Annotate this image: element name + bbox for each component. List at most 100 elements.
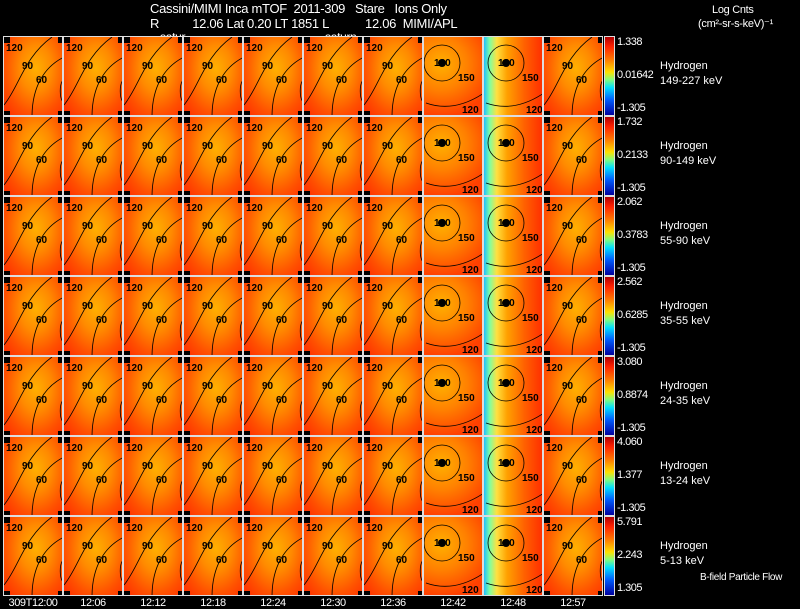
contour-line bbox=[364, 37, 413, 106]
detector-mask-notch bbox=[304, 357, 310, 363]
detector-mask-notch bbox=[358, 437, 362, 443]
image-panel: 120 90 60 bbox=[543, 276, 603, 356]
image-panel: 180 150 120 bbox=[483, 436, 543, 516]
detector-mask-notch bbox=[118, 277, 122, 283]
detector-mask-notch bbox=[364, 191, 370, 195]
contour-label: 120 bbox=[526, 105, 543, 116]
detector-mask-notch bbox=[124, 591, 130, 595]
contour-label: 90 bbox=[82, 61, 94, 72]
contour-label: 120 bbox=[186, 363, 203, 374]
contour-overlay: 180 150 120 bbox=[424, 124, 482, 195]
contour-label: 120 bbox=[126, 123, 143, 134]
detector-mask-notch bbox=[364, 437, 370, 443]
time-tick-label: 12:06 bbox=[80, 597, 106, 609]
contour-line bbox=[571, 537, 602, 595]
detector-mask-notch bbox=[418, 517, 422, 523]
contour-line bbox=[331, 137, 362, 195]
contour-line bbox=[91, 537, 122, 595]
colorbar-cmin-label: -1.305 bbox=[617, 182, 646, 194]
contour-line bbox=[391, 377, 422, 435]
contour-label: 90 bbox=[82, 301, 94, 312]
contour-label: 90 bbox=[382, 381, 394, 392]
colorbar bbox=[604, 196, 615, 276]
detector-mask-notch bbox=[184, 357, 190, 363]
contour-label: 120 bbox=[6, 443, 23, 454]
contour-line bbox=[304, 517, 353, 586]
contour-line bbox=[124, 37, 173, 106]
image-panel: 120 90 60 bbox=[243, 516, 303, 596]
contour-line bbox=[571, 217, 602, 275]
contour-label: 60 bbox=[36, 555, 48, 566]
contour-overlay: 180 150 120 bbox=[485, 284, 543, 356]
detector-mask-notch bbox=[598, 437, 602, 443]
contour-label: 60 bbox=[396, 555, 408, 566]
contour-label: 90 bbox=[202, 221, 214, 232]
contour-line bbox=[124, 117, 173, 186]
contour-line bbox=[184, 277, 233, 346]
contour-label: 120 bbox=[526, 425, 543, 436]
contour-label: 60 bbox=[216, 75, 228, 86]
detector-mask-notch bbox=[58, 191, 62, 195]
contour-label: 60 bbox=[276, 395, 288, 406]
contour-label: 120 bbox=[186, 443, 203, 454]
contour-line bbox=[364, 517, 413, 586]
contour-label: 60 bbox=[396, 315, 408, 326]
contour-label: 150 bbox=[458, 73, 475, 84]
species-energy-label: Hydrogen 55-90 keV bbox=[660, 219, 710, 249]
contour-label: 120 bbox=[526, 585, 543, 596]
contour-label: 120 bbox=[306, 203, 323, 214]
contour-label: 120 bbox=[526, 345, 543, 356]
contour-line bbox=[59, 400, 62, 422]
detector-mask-notch bbox=[298, 197, 302, 203]
contour-120 bbox=[425, 93, 482, 107]
detector-mask-notch bbox=[184, 591, 190, 595]
contour-line bbox=[119, 80, 122, 102]
contour-line bbox=[544, 517, 593, 586]
contour-line bbox=[211, 137, 242, 195]
detector-mask-notch bbox=[64, 351, 70, 355]
detector-mask-notch bbox=[124, 271, 130, 275]
detector-mask-notch bbox=[238, 437, 242, 443]
contour-line bbox=[271, 457, 302, 515]
detector-mask-notch bbox=[598, 591, 602, 595]
contour-label: 60 bbox=[36, 475, 48, 486]
image-panel: 120 90 60 bbox=[543, 36, 603, 116]
detector-mask-notch bbox=[184, 197, 190, 203]
colorbar-cmin-label: -1.305 bbox=[617, 262, 646, 274]
contour-label: 60 bbox=[36, 75, 48, 86]
contour-label: 60 bbox=[216, 235, 228, 246]
detector-mask-notch bbox=[4, 111, 10, 115]
energy-range: 24-35 keV bbox=[660, 395, 711, 407]
contour-150 bbox=[487, 444, 525, 482]
detector-mask-notch bbox=[64, 277, 70, 283]
contour-label: 120 bbox=[246, 43, 263, 54]
image-panel: 120 90 60 bbox=[543, 356, 603, 436]
contour-line bbox=[571, 137, 602, 195]
contour-120 bbox=[485, 333, 542, 347]
contour-line bbox=[271, 537, 302, 595]
contour-label: 150 bbox=[458, 153, 475, 164]
detector-mask-notch bbox=[244, 277, 250, 283]
contour-label: 60 bbox=[216, 155, 228, 166]
image-panel: 180 150 120 bbox=[483, 516, 543, 596]
contour-label: 60 bbox=[396, 235, 408, 246]
units-label: (cm²-sr-s-keV)⁻¹ bbox=[698, 18, 773, 30]
time-tick-label: 12:18 bbox=[200, 597, 226, 609]
contour-line bbox=[64, 37, 113, 106]
colorbar-cmin-label: -1.305 bbox=[617, 102, 646, 114]
contour-label: 120 bbox=[306, 443, 323, 454]
detector-mask-notch bbox=[304, 591, 310, 595]
colorbar bbox=[604, 116, 615, 196]
contour-label: 120 bbox=[546, 203, 563, 214]
field-direction-dot bbox=[438, 139, 446, 147]
contour-line bbox=[31, 457, 62, 515]
contour-line bbox=[304, 117, 353, 186]
detector-mask-notch bbox=[4, 277, 10, 283]
image-panel: 120 90 60 bbox=[183, 436, 243, 516]
